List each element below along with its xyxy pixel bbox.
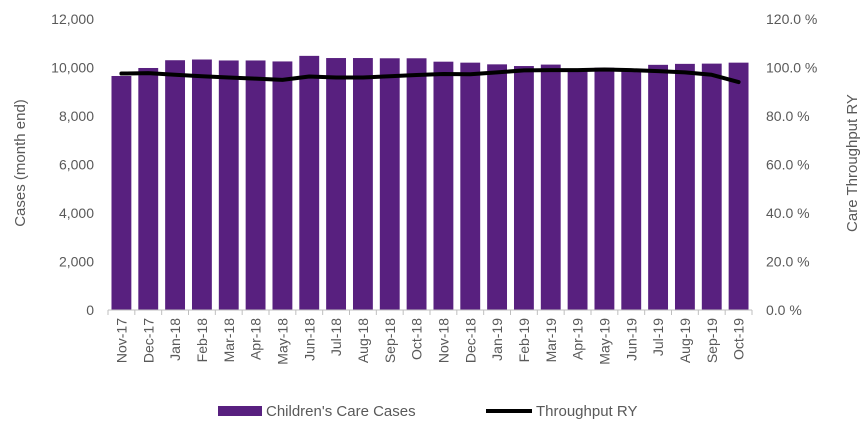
y-axis-right-title: Care Throughput RY bbox=[844, 94, 860, 232]
bar-Oct-19 bbox=[728, 62, 749, 311]
bar-Feb-19 bbox=[513, 66, 534, 310]
x-tick-label: May-19 bbox=[596, 318, 612, 365]
x-tick-label: Dec-17 bbox=[140, 318, 156, 363]
x-tick-label: Nov-18 bbox=[435, 318, 451, 363]
y-tick-label: 4,000 bbox=[59, 205, 94, 221]
bar-Jun-18 bbox=[299, 55, 320, 310]
bar-May-19 bbox=[594, 67, 615, 311]
y-tick-label: 8,000 bbox=[59, 108, 94, 124]
bar-Oct-18 bbox=[406, 58, 427, 310]
x-tick-label: Mar-19 bbox=[543, 318, 559, 363]
x-tick-label: Nov-17 bbox=[113, 318, 129, 363]
x-tick-label: Apr-18 bbox=[248, 318, 264, 360]
bar-Aug-19 bbox=[674, 63, 695, 310]
bar-Nov-17 bbox=[111, 75, 132, 311]
x-tick-label: Aug-18 bbox=[355, 318, 371, 363]
y2-tick-label: 40.0 % bbox=[766, 205, 810, 221]
y-tick-label: 0 bbox=[86, 302, 94, 318]
x-tick-label: Jan-18 bbox=[167, 318, 183, 361]
y-axis-right-ticks: 0.0 % 20.0 % 40.0 % 60.0 % 80.0 % 100.0 % 120.… bbox=[766, 11, 817, 318]
legend: Children's Care Cases Throughput RY bbox=[218, 403, 637, 420]
y2-tick-label: 60.0 % bbox=[766, 157, 810, 173]
bar-Mar-19 bbox=[540, 64, 561, 310]
bar-Apr-18 bbox=[245, 60, 266, 310]
x-tick-label: Feb-18 bbox=[194, 318, 210, 363]
x-tick-label: Oct-18 bbox=[409, 318, 425, 360]
bar-Nov-18 bbox=[433, 61, 454, 311]
bar-Feb-18 bbox=[191, 59, 212, 310]
x-axis-ticks: Nov-17 Dec-17 Jan-18 Feb-18 Mar-18 Apr-18 May-… bbox=[107, 310, 753, 365]
y-tick-label: 10,000 bbox=[51, 60, 94, 76]
x-tick-label: Jun-18 bbox=[301, 318, 317, 361]
x-tick-label: Jul-19 bbox=[650, 318, 666, 356]
bar-May-18 bbox=[272, 61, 293, 310]
legend-label-bar: Children's Care Cases bbox=[266, 403, 416, 420]
x-tick-label: Jun-19 bbox=[623, 318, 639, 361]
x-tick-label: Sep-18 bbox=[382, 318, 398, 363]
y-tick-label: 12,000 bbox=[51, 11, 94, 27]
bar-Dec-18 bbox=[460, 62, 481, 311]
y-axis-left-ticks: 0 2,000 4,000 6,000 8,000 10,000 12,000 bbox=[51, 11, 94, 318]
bar-Sep-18 bbox=[379, 58, 400, 310]
y2-tick-label: 120.0 % bbox=[766, 11, 817, 27]
x-tick-label: Sep-19 bbox=[704, 318, 720, 363]
y-tick-label: 2,000 bbox=[59, 254, 94, 270]
bar-Apr-19 bbox=[567, 69, 588, 310]
bar-Dec-17 bbox=[138, 67, 159, 311]
bar-series bbox=[111, 55, 749, 311]
bar-Jan-19 bbox=[487, 64, 508, 310]
y2-tick-label: 80.0 % bbox=[766, 108, 810, 124]
bar-Jul-18 bbox=[326, 58, 347, 310]
x-tick-label: Aug-19 bbox=[677, 318, 693, 363]
y2-tick-label: 20.0 % bbox=[766, 254, 810, 270]
bar-Aug-18 bbox=[352, 58, 373, 310]
x-tick-label: Jan-19 bbox=[489, 318, 505, 361]
bar-Jan-18 bbox=[165, 60, 186, 311]
line-series bbox=[119, 67, 741, 85]
y-axis-left-title: Cases (month end) bbox=[12, 99, 29, 227]
x-tick-label: May-18 bbox=[274, 318, 290, 365]
throughput-line bbox=[119, 67, 741, 85]
x-tick-label: Apr-19 bbox=[570, 318, 586, 360]
legend-label-line: Throughput RY bbox=[536, 403, 637, 420]
x-tick-label: Feb-19 bbox=[516, 318, 532, 363]
x-tick-label: Mar-18 bbox=[221, 318, 237, 363]
y2-tick-label: 0.0 % bbox=[766, 302, 802, 318]
x-tick-label: Jul-18 bbox=[328, 318, 344, 356]
bar-Sep-19 bbox=[701, 63, 722, 311]
y-tick-label: 6,000 bbox=[59, 157, 94, 173]
y2-tick-label: 100.0 % bbox=[766, 60, 817, 76]
bar-Jul-19 bbox=[648, 64, 669, 310]
legend-swatch-bar bbox=[218, 406, 262, 416]
bar-Mar-18 bbox=[218, 60, 239, 310]
x-tick-label: Dec-18 bbox=[462, 318, 478, 363]
x-tick-label: Oct-19 bbox=[731, 318, 747, 360]
bar-Jun-19 bbox=[621, 69, 642, 310]
